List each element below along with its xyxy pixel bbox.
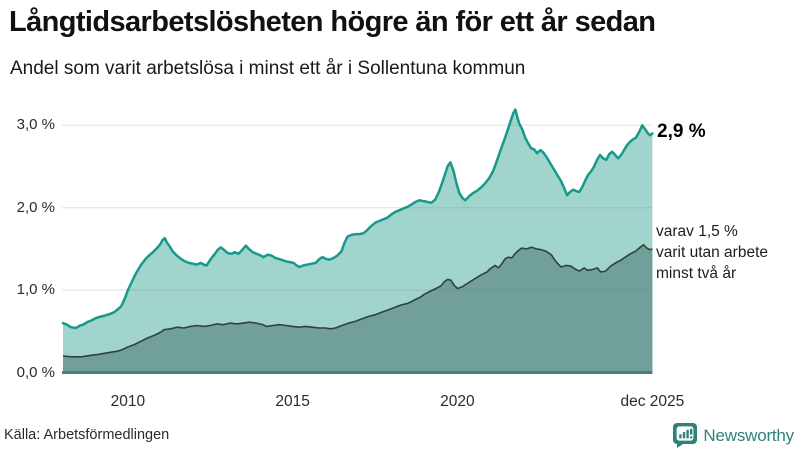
source-credit: Källa: Arbetsförmedlingen (4, 427, 170, 443)
x-axis-tick: 2015 (275, 393, 310, 410)
annotation-line: minst två år (656, 265, 737, 282)
page-title: Långtidsarbetslösheten högre än för ett … (9, 6, 656, 38)
series-end-value-label: 2,9 % (657, 121, 706, 142)
y-axis-tick: 0,0 % (16, 363, 55, 381)
secondary-series-annotation: varav 1,5 % varit utan arbete minst två … (656, 221, 768, 284)
newsworthy-brand-text: Newsworthy (703, 425, 794, 445)
y-axis-tick: 1,0 % (16, 281, 55, 299)
x-axis-tick: 2010 (110, 393, 146, 410)
newsworthy-brand: Newsworthy (673, 423, 794, 448)
y-axis-tick: 3,0 % (16, 116, 55, 134)
x-axis-tick: dec 2025 (620, 393, 685, 410)
y-axis-tick: 2,0 % (16, 198, 55, 216)
x-axis-tick: 2020 (440, 393, 475, 410)
newsworthy-logo-icon (673, 423, 698, 448)
chart-subtitle: Andel som varit arbetslösa i minst ett å… (10, 58, 526, 79)
annotation-line: varav 1,5 % (656, 223, 738, 240)
annotation-line: varit utan arbete (656, 244, 769, 261)
